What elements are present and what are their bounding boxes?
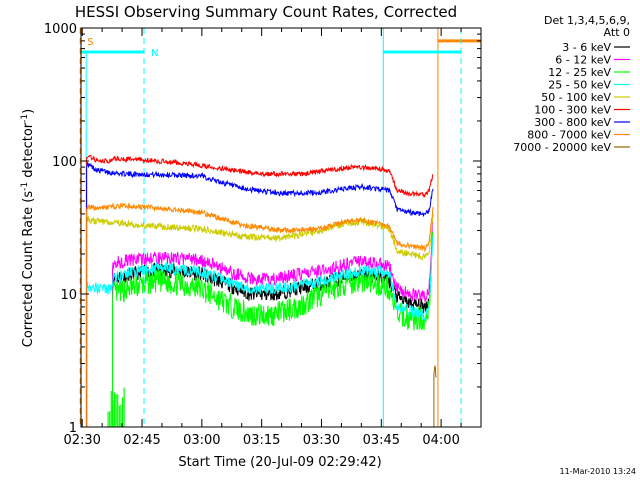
y-axis-label-sup1: -1 xyxy=(20,182,30,191)
x-tick-label: 02:30 xyxy=(63,433,100,448)
legend-label: 300 - 800 keV xyxy=(534,116,611,129)
x-tick-label: 03:45 xyxy=(363,433,400,448)
chart-title: HESSI Observing Summary Count Rates, Cor… xyxy=(75,3,457,21)
flags-layer: SN xyxy=(79,28,481,427)
series-line-4 xyxy=(86,236,434,427)
legend-label: 100 - 300 keV xyxy=(534,104,611,117)
plot-frame xyxy=(80,27,482,428)
legend-label: 25 - 50 keV xyxy=(548,79,611,92)
timestamp: 11-Mar-2010 13:24 xyxy=(560,467,637,476)
y-axis-label: Corrected Count Rate (s-1 detector-1) xyxy=(20,109,36,347)
saa-flag-label: S xyxy=(87,37,93,48)
series-line-8 xyxy=(86,202,434,427)
series-line-3 xyxy=(112,231,434,427)
y-axis-label-mid: detector xyxy=(21,122,36,182)
legend-label: 800 - 7000 keV xyxy=(527,129,611,142)
y-axis: 1 10 100 1000 xyxy=(44,22,481,436)
y-tick-label: 1 xyxy=(69,421,77,436)
series-line-7 xyxy=(86,161,434,427)
y-axis-label-main: Corrected Count Rate (s xyxy=(21,191,36,348)
legend-label: 7000 - 20000 keV xyxy=(513,141,611,154)
series-line-9 xyxy=(433,365,437,427)
night-flag-label: N xyxy=(151,48,158,59)
y-axis-label-end: ) xyxy=(21,109,36,114)
legend-label: 12 - 25 keV xyxy=(548,66,611,79)
series-layer xyxy=(86,154,437,427)
x-axis: 02:30 02:45 03:00 03:15 03:30 03:45 04:00 xyxy=(63,28,462,448)
x-tick-label: 03:00 xyxy=(183,433,220,448)
series-line-6 xyxy=(86,154,434,427)
y-tick-label: 10 xyxy=(60,288,77,303)
y-tick-label: 1000 xyxy=(44,22,77,37)
x-axis-label: Start Time (20-Jul-09 02:29:42) xyxy=(178,455,381,470)
x-tick-label: 03:15 xyxy=(243,433,280,448)
legend-header-1: Det 1,3,4,5,6,9, xyxy=(544,14,630,27)
x-tick-label: 04:00 xyxy=(422,433,459,448)
legend-label: 3 - 6 keV xyxy=(562,41,611,54)
y-tick-label: 100 xyxy=(52,155,77,170)
y-axis-label-sup2: -1 xyxy=(20,114,30,123)
series-line-2 xyxy=(112,220,434,427)
legend-label: 6 - 12 keV xyxy=(555,54,611,67)
legend-header-2: Att 0 xyxy=(604,26,630,39)
x-tick-label: 03:30 xyxy=(303,433,340,448)
x-tick-label: 02:45 xyxy=(123,433,160,448)
legend-label: 50 - 100 keV xyxy=(541,91,611,104)
low-rate-spikes xyxy=(107,387,125,427)
